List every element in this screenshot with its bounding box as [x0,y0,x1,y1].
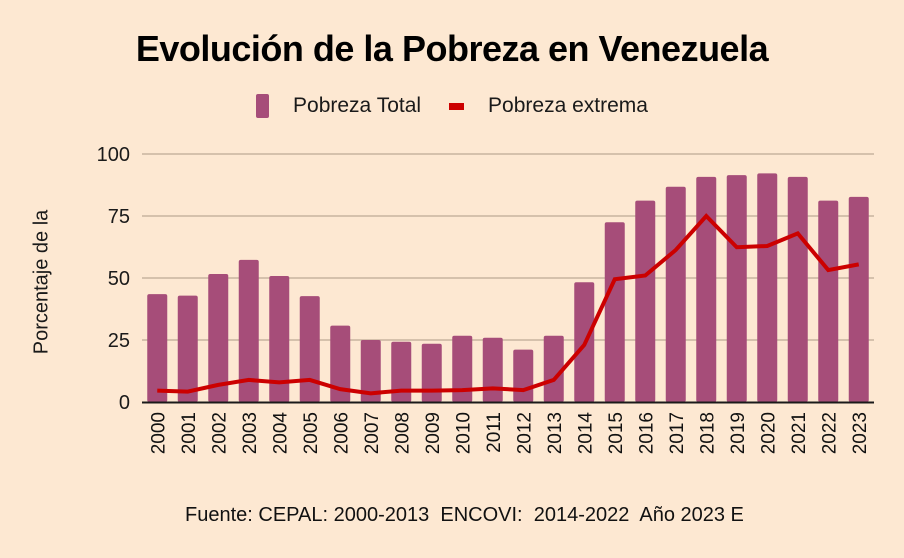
bar-2018[interactable] [696,176,717,402]
x-tick-label: 2008 [392,412,413,454]
bar-2021[interactable] [787,176,808,402]
x-tick-label: 2011 [484,412,505,453]
y-tick-label: 100 [97,144,130,166]
line-pobreza-extrema [157,213,860,396]
bar-2016[interactable] [635,200,656,402]
y-tick-label: 75 [108,206,130,228]
chart-title: Evolución de la Pobreza en Venezuela [135,28,769,69]
line-pobreza-extrema-path[interactable] [157,213,860,396]
x-tick-label: 2012 [514,412,535,454]
legend-item-pobreza-extrema[interactable]: Pobreza extrema [449,94,648,118]
x-tick-label: 2016 [636,412,657,454]
bar-2012[interactable] [513,349,534,402]
bar-2006[interactable] [330,325,351,402]
x-tick-label: 2017 [667,412,688,454]
x-tick-label: 2019 [728,412,749,454]
bar-2002[interactable] [208,274,229,402]
x-tick-label: 2000 [148,412,169,454]
bar-2009[interactable] [421,343,442,402]
x-tick-label: 2014 [575,412,596,455]
x-tick-label: 2007 [362,412,383,454]
bar-2020[interactable] [757,173,778,402]
x-tick-label: 2021 [789,412,810,454]
bar-2000[interactable] [147,294,168,402]
bar-2017[interactable] [665,186,686,402]
legend-swatch-bar [256,94,270,118]
legend-label: Pobreza extrema [488,94,648,117]
bars-pobreza-total [147,173,869,402]
x-tick-label: 2009 [423,412,444,454]
y-tick-label: 50 [108,268,130,290]
y-tick-label: 25 [108,330,130,352]
source-footer: Fuente: CEPAL: 2000-2013 ENCOVI: 2014-20… [185,504,744,526]
x-tick-label: 2018 [697,412,718,454]
y-tick-labels: 0 25 50 75 100 [97,144,130,414]
legend-item-pobreza-total[interactable]: Pobreza Total [256,94,421,118]
legend-label: Pobreza Total [293,94,422,117]
x-tick-label: 2010 [453,412,474,454]
x-tick-label: 2006 [331,412,352,454]
bar-2005[interactable] [299,296,320,402]
x-tick-label: 2022 [819,412,840,454]
bar-2010[interactable] [452,335,473,402]
bar-2004[interactable] [269,276,290,402]
x-tick-label: 2004 [270,412,291,455]
x-tick-label: 2005 [301,412,322,454]
bar-2015[interactable] [604,222,625,402]
x-tick-label: 2020 [758,412,779,454]
y-tick-label: 0 [119,392,130,414]
x-tick-label: 2013 [545,412,566,454]
bar-2003[interactable] [238,259,259,402]
bar-2001[interactable] [177,295,198,402]
legend: Pobreza Total Pobreza extrema [0,94,904,118]
x-tick-label: 2002 [209,412,230,454]
bar-2007[interactable] [360,340,381,402]
bar-2013[interactable] [543,335,564,402]
bar-2008[interactable] [391,341,412,402]
x-tick-label: 2003 [240,412,261,454]
x-tick-label: 2023 [850,412,871,454]
x-tick-labels: 2000 2001 2002 2003 2004 2005 2006 2007 2008 2009… [148,412,871,455]
gridlines [142,153,874,341]
bar-2022[interactable] [818,200,839,402]
x-tick-label: 2015 [606,412,627,454]
bar-2023[interactable] [848,196,869,402]
legend-swatch-line [449,102,465,110]
bar-2019[interactable] [726,175,747,402]
bar-2011[interactable] [482,337,503,402]
x-tick-label: 2001 [179,412,200,454]
